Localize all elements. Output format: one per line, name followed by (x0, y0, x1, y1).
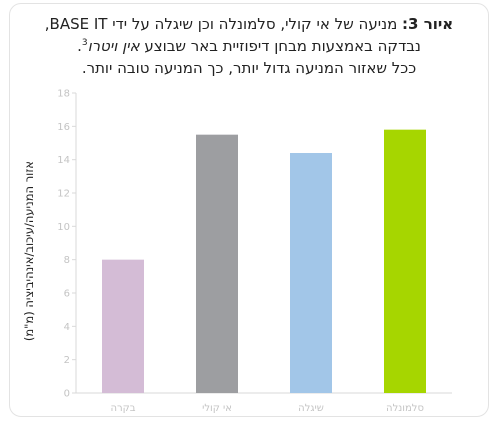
caption-line-3: ככל שאזור המניעה גדול יותר, כך המניעה טו… (81, 59, 417, 77)
caption-line-2: נבדקה באמצעות מבחן דיפוזיית באר שבוצע אי… (18, 35, 480, 57)
x-tick-label: סלמונלה (386, 403, 424, 414)
y-tick-label: 4 (64, 322, 70, 333)
caption-lead: איור 3: (402, 15, 454, 33)
y-tick-label: 16 (57, 122, 70, 133)
bar (196, 134, 238, 393)
caption-line-2-text: נבדקה באמצעות מבחן דיפוזיית באר שבוצע (139, 37, 421, 55)
figure-caption: איור 3: מניעה של אי קולי, סלמונלה וכן שי… (18, 13, 480, 79)
y-tick-label: 8 (64, 255, 70, 266)
bar (102, 259, 144, 393)
y-axis-label: אזור המניעה/עיכוב/אינהיביציה (מ"מ) (22, 161, 36, 342)
caption-line-1-text: מניעה של אי קולי, סלמונלה וכן שיגלה על י… (44, 15, 403, 33)
caption-line-2-end: . (77, 37, 82, 55)
caption-line-1: איור 3: מניעה של אי קולי, סלמונלה וכן שי… (18, 13, 480, 35)
x-tick-label: שיגלה (298, 403, 324, 414)
bar (384, 129, 426, 393)
y-tick-label: 18 (57, 89, 70, 100)
y-tick-label: 6 (64, 289, 70, 300)
y-tick-label: 2 (64, 355, 70, 366)
y-tick-label: 12 (57, 189, 70, 200)
x-tick-label: אי קולי (202, 403, 232, 414)
x-tick-label: בקרה (110, 403, 135, 414)
caption-superscript: 3 (81, 38, 88, 48)
y-tick-label: 14 (57, 155, 70, 166)
y-tick-label: 10 (57, 222, 70, 233)
caption-line-2-italic: אין ויטרו (87, 37, 140, 55)
y-tick-label: 0 (64, 389, 70, 400)
bar (290, 153, 332, 393)
